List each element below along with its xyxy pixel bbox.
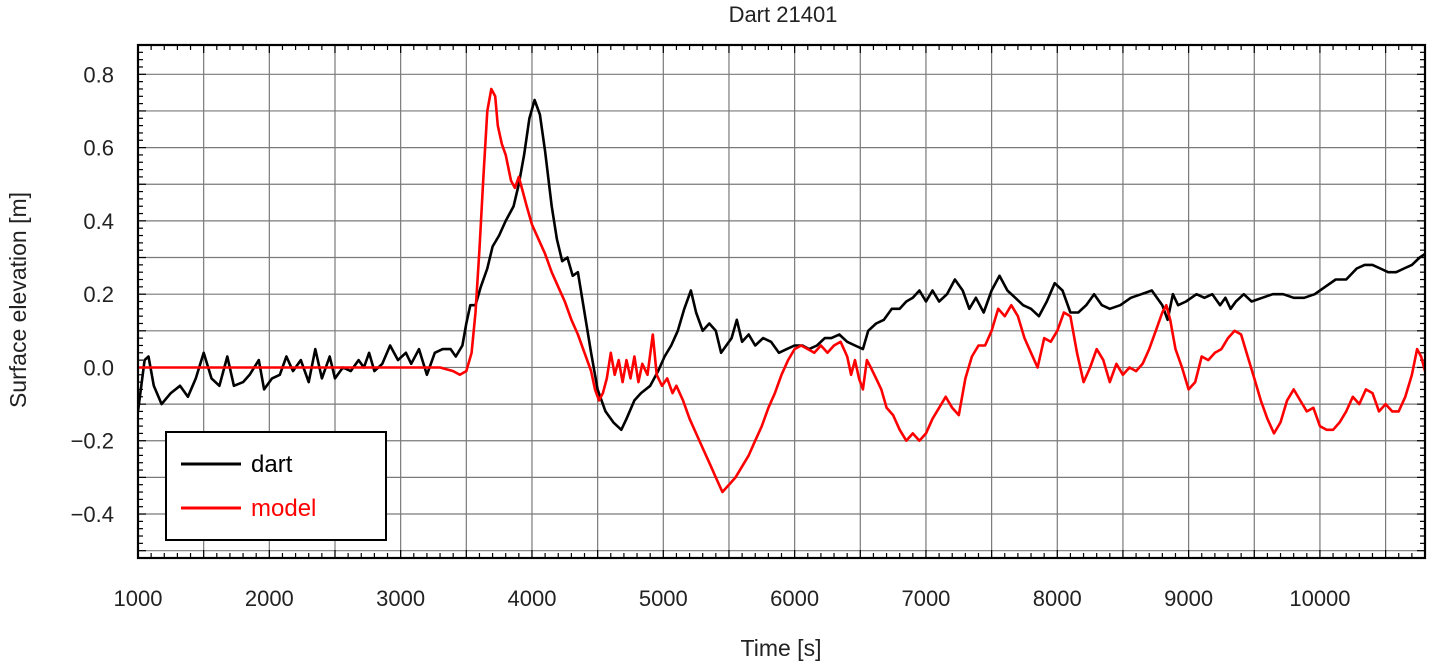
y-tick-label: 0.4 (83, 209, 114, 234)
y-tick-label: 0.0 (83, 355, 114, 380)
x-tick-label: 8000 (1033, 586, 1082, 611)
series-line-model (138, 87, 1425, 494)
legend: dart model (165, 431, 387, 541)
plot-frame (136, 43, 1427, 560)
legend-label-dart: dart (251, 451, 293, 478)
legend-label-model: model (251, 495, 316, 522)
series-line-dart (138, 98, 1425, 432)
y-tick-label: −0.2 (71, 429, 114, 454)
x-tick-labels: 1000 2000 3000 4000 5000 6000 7000 8000 9000 1000… (114, 586, 1351, 611)
x-tick-label: 1000 (114, 586, 163, 611)
x-tick-label: 10000 (1289, 586, 1350, 611)
y-axis-label: Surface elevation [m] (5, 192, 31, 408)
x-tick-label: 2000 (245, 586, 294, 611)
series-layer (138, 87, 1425, 494)
x-tick-label: 4000 (508, 586, 557, 611)
chart-title: Dart 21401 (729, 2, 838, 27)
y-tick-label: 0.6 (83, 136, 114, 161)
legend-box (165, 431, 387, 541)
y-tick-labels: −0.4 −0.2 0.0 0.2 0.4 0.6 0.8 (71, 62, 114, 527)
x-tick-label: 7000 (901, 586, 950, 611)
x-tick-label: 5000 (639, 586, 688, 611)
y-tick-label: −0.4 (71, 502, 114, 527)
y-tick-label: 0.8 (83, 62, 114, 87)
x-tick-label: 9000 (1164, 586, 1213, 611)
x-axis-label: Time [s] (741, 635, 822, 661)
x-tick-label: 3000 (376, 586, 425, 611)
y-tick-label: 0.2 (83, 282, 114, 307)
x-tick-label: 6000 (770, 586, 819, 611)
